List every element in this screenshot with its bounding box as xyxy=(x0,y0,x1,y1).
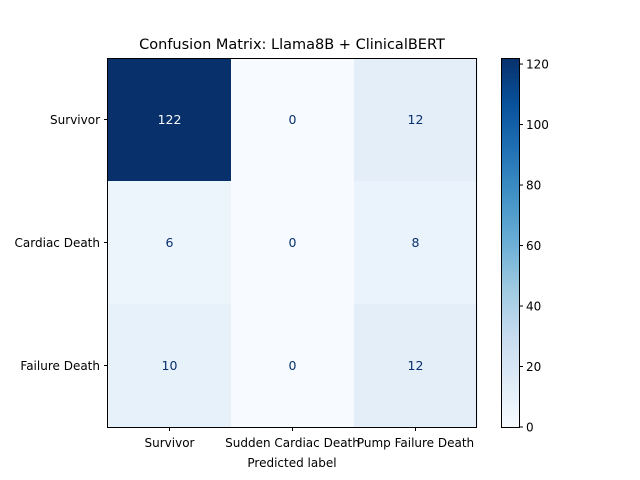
heatmap-cells xyxy=(108,58,478,428)
colorbar-tick-label: 120 xyxy=(526,58,549,72)
cell-value-label: 0 xyxy=(289,358,297,373)
x-axis-label: Predicted label xyxy=(247,456,336,470)
heatmap-cell xyxy=(231,58,355,182)
y-tick-label: Cardiac Death xyxy=(15,236,100,250)
colorbar-tick-label: 0 xyxy=(526,421,534,435)
cell-value-label: 12 xyxy=(408,112,424,127)
colorbar-tick-label: 100 xyxy=(526,118,549,132)
cell-value-label: 122 xyxy=(158,112,182,127)
colorbar-tick-label: 80 xyxy=(526,179,541,193)
colorbar-tick-label: 60 xyxy=(526,239,541,253)
heatmap-cell xyxy=(231,304,355,428)
heatmap-cell xyxy=(108,181,232,305)
colorbar-frame xyxy=(501,58,520,428)
heatmap-cell xyxy=(354,58,478,182)
y-tick-label: Survivor xyxy=(50,113,100,127)
heatmap-cell xyxy=(231,181,355,305)
chart-title: Confusion Matrix: Llama8B + ClinicalBERT xyxy=(139,37,445,53)
cell-value-label: 6 xyxy=(166,235,174,250)
colorbar-tick-label: 20 xyxy=(526,360,541,374)
heatmap-cell-labels: 122 0 12 6 0 8 10 0 12 xyxy=(158,112,424,373)
colorbar xyxy=(501,58,519,427)
y-axis: Survivor Cardiac Death Failure Death xyxy=(15,113,108,373)
x-tick-label: Pump Failure Death xyxy=(357,436,474,450)
heatmap-cell xyxy=(108,304,232,428)
colorbar-axis: 0 20 40 60 80 100 120 xyxy=(519,58,549,435)
heatmap-cell xyxy=(354,304,478,428)
cell-value-label: 10 xyxy=(162,358,178,373)
heatmap-cell xyxy=(354,181,478,305)
cell-value-label: 0 xyxy=(289,112,297,127)
heatmap-cell xyxy=(108,58,232,182)
cell-value-label: 0 xyxy=(289,235,297,250)
x-tick-label: Sudden Cardiac Death xyxy=(225,436,360,450)
x-tick-label: Survivor xyxy=(145,436,195,450)
cell-value-label: 12 xyxy=(408,358,424,373)
colorbar-tick-label: 40 xyxy=(526,300,541,314)
cell-value-label: 8 xyxy=(412,235,420,250)
y-tick-label: Failure Death xyxy=(20,359,100,373)
